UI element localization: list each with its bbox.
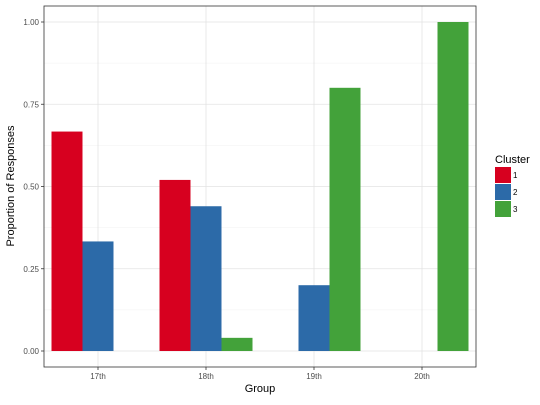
x-tick-label: 18th — [198, 372, 214, 381]
legend-item-3: 3 — [495, 201, 518, 217]
legend-key-3 — [495, 201, 511, 217]
legend-item-2: 2 — [495, 184, 518, 200]
legend-key-1 — [495, 167, 511, 183]
legend-key-2 — [495, 184, 511, 200]
x-tick-label: 20th — [414, 372, 430, 381]
bar-cluster-3-19th — [329, 87, 361, 352]
y-tick-label: 0.75 — [23, 100, 39, 109]
legend-label-2: 2 — [513, 188, 518, 197]
y-tick-label: 0.00 — [23, 347, 39, 356]
legend-label-3: 3 — [513, 205, 518, 214]
y-axis-ticks: 0.00 0.25 0.50 0.75 1.00 — [23, 18, 44, 356]
bar-cluster-2-19th — [298, 285, 330, 351]
x-axis-title: Group — [245, 383, 276, 395]
x-axis-ticks: 17th 18th 19th 20th — [90, 367, 430, 381]
bar-cluster-3-18th — [221, 337, 253, 351]
y-axis-title: Proportion of Responses — [5, 125, 17, 247]
bar-cluster-3-20th — [437, 22, 469, 351]
bar-cluster-1-17th — [51, 131, 83, 351]
bar-cluster-1-18th — [159, 179, 191, 351]
x-tick-label: 17th — [90, 372, 106, 381]
legend-label-1: 1 — [513, 171, 518, 180]
x-tick-label: 19th — [306, 372, 322, 381]
legend-title: Cluster — [495, 154, 530, 166]
y-tick-label: 1.00 — [23, 18, 39, 27]
y-tick-label: 0.25 — [23, 265, 39, 274]
bar-cluster-2-17th — [82, 241, 114, 351]
y-tick-label: 0.50 — [23, 183, 39, 192]
bars — [51, 22, 469, 352]
legend-item-1: 1 — [495, 167, 518, 183]
legend: Cluster 1 2 3 — [495, 154, 530, 217]
bar-cluster-2-18th — [190, 206, 222, 351]
